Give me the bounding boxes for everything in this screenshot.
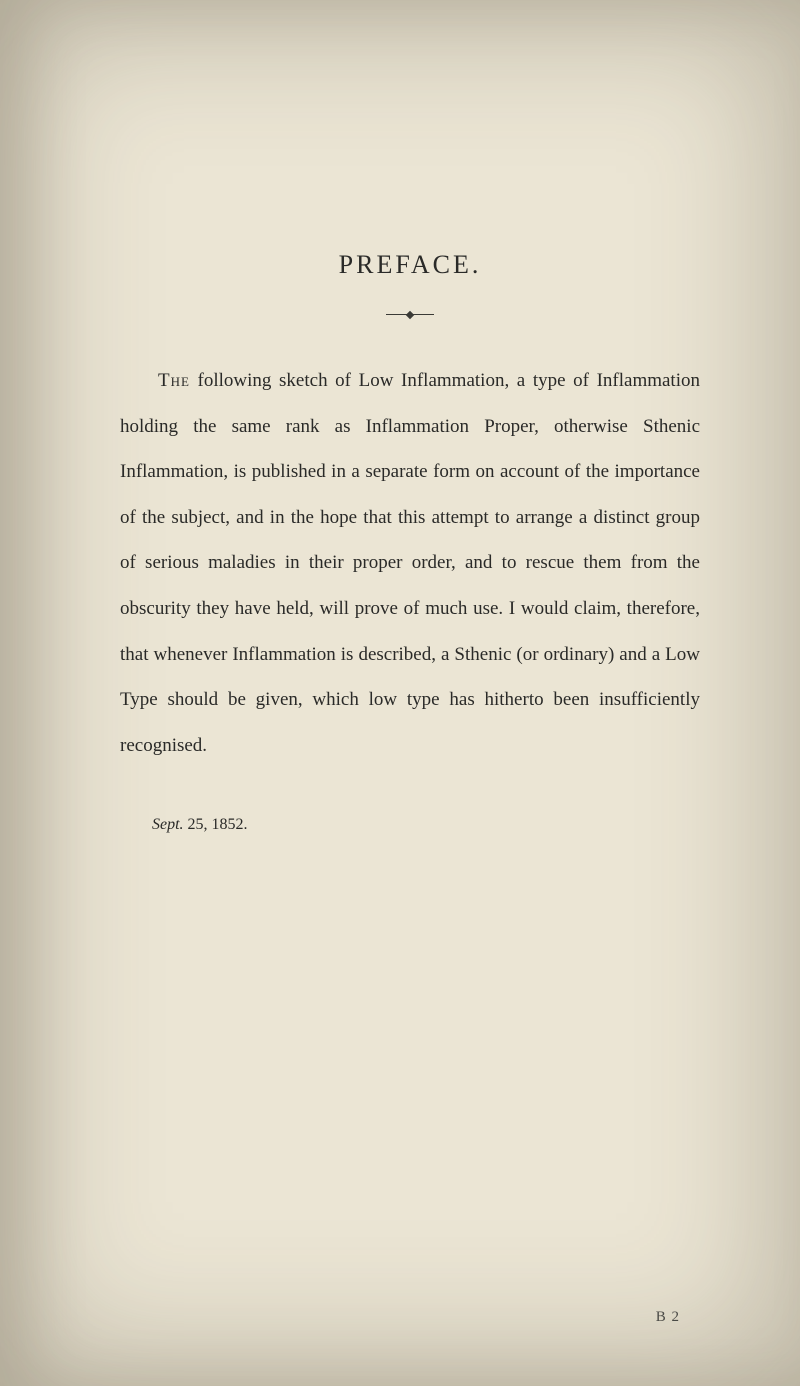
title-divider — [120, 302, 700, 320]
divider-line-right — [412, 314, 434, 315]
page-signature: B 2 — [656, 1309, 680, 1326]
body-text-content: following sketch of Low Inflammation, a … — [120, 370, 700, 756]
preface-body: The following sketch of Low Inflammation… — [120, 358, 700, 768]
divider-diamond-icon — [406, 310, 414, 318]
date-month: Sept. — [152, 816, 184, 833]
document-page: PREFACE. The following sketch of Low Inf… — [0, 0, 800, 1386]
date-line: Sept. 25, 1852. — [120, 816, 700, 834]
preface-title: PREFACE. — [120, 250, 700, 280]
opening-word: The — [158, 370, 190, 391]
date-daynumber: 25, 1852. — [184, 816, 248, 833]
divider-ornament — [386, 312, 434, 318]
